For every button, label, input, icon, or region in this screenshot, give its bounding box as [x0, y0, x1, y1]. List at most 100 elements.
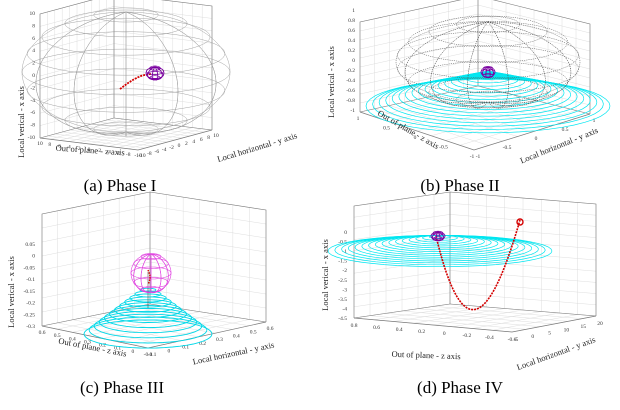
- panel-b-y-tick-label: -0.5: [503, 145, 512, 151]
- panel-d-floor-grid: [369, 315, 527, 330]
- panel-c-floor-grid: [57, 322, 165, 345]
- panel-b-sphere-lat: [428, 15, 548, 47]
- panel-a-wall-grid: [39, 80, 115, 101]
- panel-a-x-tick-label: -8: [126, 152, 131, 158]
- panel-d-z-tick-label: -3: [342, 287, 347, 293]
- panel-c-box-edge: [41, 303, 267, 327]
- panel-c-floor-grid: [88, 316, 199, 338]
- panel-b-wall-grid: [477, 58, 591, 88]
- panel-c-z-tick-label: -0.3: [26, 324, 35, 330]
- panel-d-zlabel: Local verical - x axis: [320, 239, 330, 311]
- panel-a-target-lon: [145, 66, 155, 80]
- panel-c-x-tick-label: -0.1: [144, 352, 153, 358]
- panel-a-z-tick-label: -6: [30, 110, 35, 116]
- panel-b-z-tick-label: 1: [352, 8, 355, 14]
- panel-c-y-tick-label: 0: [167, 348, 170, 354]
- panel-c-x-tick-label: 0: [131, 349, 134, 355]
- panel-d-z-tick-label: -3.5: [338, 297, 347, 303]
- panel-a-box-edge: [39, 117, 213, 139]
- panel-c-wall-grid: [149, 219, 267, 239]
- panel-a-floor-grid: [106, 119, 205, 133]
- panel-a-sphere-lon: [125, 11, 217, 134]
- panel-c-z-tick-label: -0.1: [26, 277, 35, 283]
- panel-c-cone-ring: [98, 310, 198, 334]
- panel-b-wall-grid: [477, 76, 591, 106]
- panel-a-sphere-lon: [35, 11, 127, 134]
- panel-c-wall-grid: [149, 247, 267, 267]
- panel-d-x-tick-label: 0.4: [396, 327, 403, 333]
- panel-a-sphere-lon: [21, 11, 127, 133]
- panel-c-x-tick-label: 0.2: [99, 343, 106, 349]
- panel-d-wall-grid: [353, 214, 451, 229]
- panel-a-z-tick-label: 0: [32, 73, 35, 79]
- panel-b-floor-grid: [418, 98, 533, 133]
- panel-b-sphere-lon: [404, 21, 489, 104]
- caption-c: (c) Phase III: [80, 378, 164, 397]
- caption-a: (a) Phase I: [84, 176, 157, 195]
- panel-b-wall-grid: [359, 58, 479, 86]
- panel-b-z-tick-label: -1: [350, 108, 355, 114]
- panel-b-z-tick-label: 0.4: [348, 38, 355, 44]
- panel-a-wall-grid: [113, 31, 213, 44]
- panel-d-floor-grid: [385, 313, 541, 327]
- panel-d-z-tick-label: -1.5: [338, 259, 347, 265]
- panel-a-y-tick-label: -4: [162, 147, 167, 153]
- panel-d-target-lon: [435, 231, 439, 242]
- panel-d-target-lon: [437, 231, 445, 241]
- panel-c-z-tick-label: -0.2: [26, 301, 35, 307]
- panel-c-wall-grid: [149, 289, 267, 309]
- panel-c-y-tick-label: 0.6: [267, 326, 274, 332]
- panel-a-y-tick-label: 8: [207, 135, 210, 141]
- panel-b-floor-grid: [404, 102, 518, 137]
- panel-d-y-tick-label: 10: [564, 327, 570, 333]
- panel-c-x-tick-label: 0.4: [69, 336, 76, 342]
- panel-c-cone-ring: [88, 316, 208, 344]
- panel-a-sphere-lon: [125, 11, 179, 136]
- panel-b-x-tick-label: 0: [414, 135, 417, 141]
- panel-c-x-tick-label: 0.3: [84, 339, 91, 345]
- caption-d: (d) Phase IV: [417, 378, 504, 397]
- panel-a-y-tick-label: -6: [155, 149, 160, 155]
- panel-a-sphere-lon: [73, 11, 127, 136]
- panel-b-sphere-lat: [408, 61, 568, 103]
- panel-a-z-tick-label: 10: [30, 11, 36, 17]
- panel-b-z-tick-label: -0.4: [346, 78, 355, 84]
- panel-b-target-lon: [481, 66, 489, 78]
- panel-d-x-tick-label: 0.6: [373, 325, 380, 331]
- panel-b-floor-grid: [374, 108, 489, 146]
- panel-a-target-lon: [151, 66, 156, 81]
- panel-b-wall-grid: [477, 31, 591, 61]
- panel-d-y-tick-label: 15: [580, 324, 586, 330]
- panel-b-y-tick-label: 0.5: [562, 127, 569, 133]
- panel-b-target-lon: [487, 66, 491, 79]
- panel-c-z-tick-label: -0.15: [24, 289, 36, 295]
- panel-b-zlabel: Local verical - x axis: [326, 46, 336, 118]
- panel-c-z-tick-label: -0.05: [24, 265, 36, 271]
- panel-a-sphere-lon: [125, 11, 231, 133]
- panel-a-wall-grid: [39, 18, 115, 39]
- panel-d-axis-edge: [353, 315, 597, 333]
- panel-a-x-tick-label: 0: [88, 147, 91, 153]
- panel-b-axis-edge: [359, 111, 591, 151]
- panel-c-y-tick-label: 0.3: [216, 337, 223, 343]
- panel-a-y-tick-label: -8: [147, 151, 152, 157]
- panel-d-box-edge: [353, 303, 597, 319]
- panel-a-ylabel: Local horizontal - y axis: [216, 130, 298, 164]
- panel-c-wall-grid: [149, 205, 267, 225]
- panel-a-x-tick-label: 2: [78, 146, 81, 152]
- panel-c-cone-ring: [83, 319, 213, 349]
- panel-c-cone-ring: [109, 305, 187, 323]
- panel-a-x-tick-label: 4: [68, 145, 71, 151]
- panel-d-cone-ring: [327, 234, 553, 268]
- panel-d-wall-grid: [449, 203, 597, 216]
- panel-d-wall-grid: [353, 203, 451, 218]
- panel-b-sphere-lon: [487, 21, 572, 104]
- panel-c-sphere-lon: [151, 253, 172, 293]
- panel-b-target-lon: [480, 66, 488, 78]
- panel-b-y-tick-label: 1: [593, 118, 596, 124]
- panel-d-floor-grid: [417, 308, 569, 322]
- panel-b-z-tick-label: 0: [352, 58, 355, 64]
- panel-b-y-tick-label: 0: [535, 136, 538, 142]
- panel-c-floor-grid: [132, 319, 250, 346]
